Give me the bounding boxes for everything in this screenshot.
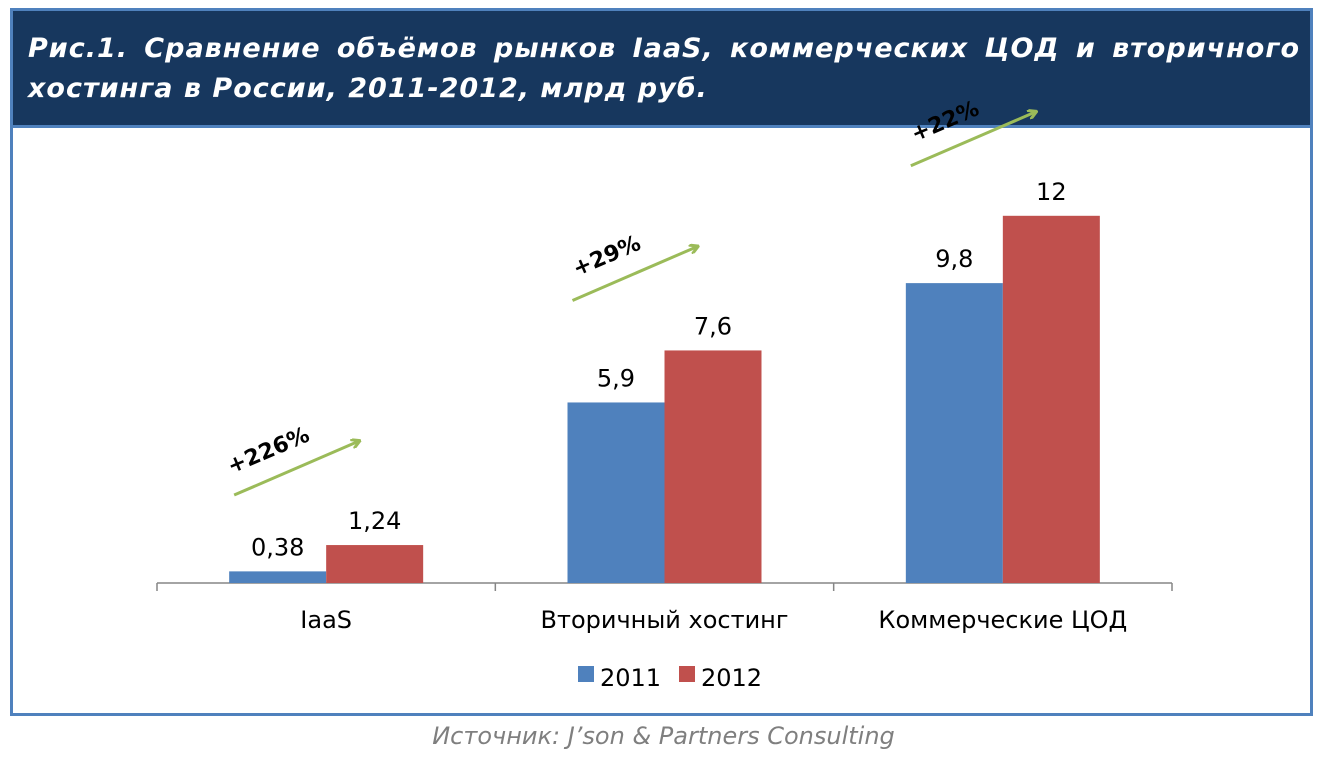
- bar-2012: [1002, 215, 1100, 584]
- bar-2011: [229, 571, 327, 583]
- figure-header: Рис.1. Сравнение объёмов рынков IaaS, ко…: [13, 11, 1310, 128]
- source-note: Источник: J’son & Partners Consulting: [432, 722, 895, 750]
- growth-arrow: [233, 441, 359, 497]
- growth-arrow: [571, 246, 698, 302]
- bar-2011: [905, 283, 1003, 583]
- x-tick-label: Вторичный хостинг: [541, 606, 789, 634]
- growth-label: +226%: [224, 423, 313, 480]
- bar-2012: [664, 350, 762, 583]
- data-label: 9,8: [935, 245, 973, 273]
- data-label: 1,24: [348, 507, 401, 535]
- legend-swatch-2011: [578, 666, 594, 682]
- data-label: 0,38: [251, 533, 304, 561]
- bar-2012: [326, 545, 424, 583]
- data-label: 12: [1036, 178, 1067, 206]
- data-label: 7,6: [694, 312, 732, 340]
- legend-label: 2011: [600, 664, 661, 692]
- figure-title: Рис.1. Сравнение объёмов рынков IaaS, ко…: [28, 33, 1300, 104]
- legend-label: 2012: [701, 664, 762, 692]
- bar-chart: IaaS 0,38 1,24 +226% Вторичный хостинг 5,9 7,6…: [156, 96, 1173, 692]
- x-tick-label: Коммерческие ЦОД: [878, 606, 1127, 634]
- data-label: 5,9: [597, 364, 635, 392]
- growth-arrow: [910, 112, 1036, 168]
- x-tick-label: IaaS: [300, 606, 352, 634]
- legend-swatch-2012: [679, 666, 695, 682]
- bar-2011: [567, 402, 665, 583]
